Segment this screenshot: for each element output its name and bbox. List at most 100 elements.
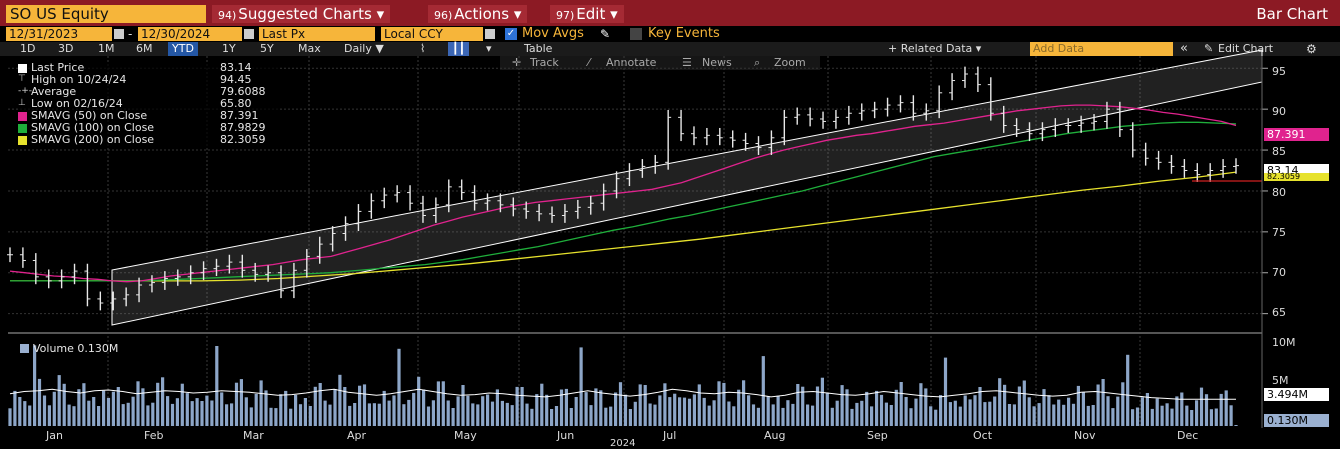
pencil-icon[interactable]: ✎	[1204, 42, 1214, 55]
volume-bar	[747, 395, 751, 426]
chart-type-dropdown-icon[interactable]: ▾	[486, 42, 492, 55]
price-bar	[329, 226, 336, 252]
dropdown-arrow-icon[interactable]	[485, 29, 495, 39]
volume-bar	[806, 404, 810, 426]
volume-bar	[486, 394, 490, 426]
price-bar	[226, 254, 233, 274]
period-max[interactable]: Max	[298, 42, 321, 55]
price-bar	[807, 107, 814, 127]
period-5y[interactable]: 5Y	[260, 42, 274, 55]
price-bar	[445, 179, 452, 213]
add-data-input[interactable]: Add Data	[1030, 42, 1173, 56]
volume-bar	[328, 404, 332, 426]
volume-bar	[72, 406, 76, 426]
volume-bar	[264, 390, 268, 426]
currency-selector[interactable]: Local CCY	[381, 27, 483, 41]
suggested-charts-menu[interactable]: 94) Suggested Charts ▾	[212, 5, 391, 23]
volume-bar	[362, 384, 367, 426]
track-tool[interactable]: Track	[530, 56, 559, 69]
mov-avgs-label[interactable]: Mov Avgs	[522, 26, 584, 41]
volume-bar	[397, 348, 401, 426]
actions-menu[interactable]: 96) Actions ▾	[428, 5, 528, 23]
volume-bar	[323, 400, 327, 426]
price-bar	[58, 269, 65, 289]
volume-tick-label: 5M	[1272, 374, 1289, 387]
period-ytd[interactable]: YTD	[168, 42, 198, 56]
price-bar	[871, 101, 878, 119]
settings-gear-icon[interactable]: ⚙	[1306, 42, 1317, 56]
volume-bar	[161, 377, 165, 426]
volume-bar	[294, 394, 298, 426]
news-icon[interactable]: ☰	[682, 56, 692, 69]
volume-bar	[1121, 382, 1125, 426]
volume-bar	[1071, 403, 1076, 426]
frequency-selector[interactable]: Daily ▼	[344, 42, 384, 55]
key-events-checkbox[interactable]	[630, 28, 642, 40]
period-6m[interactable]: 6M	[136, 42, 153, 55]
table-button[interactable]: Table	[524, 42, 553, 55]
volume-bar	[441, 381, 445, 426]
crosshair-icon[interactable]: ✛	[512, 56, 522, 69]
key-events-label[interactable]: Key Events	[648, 26, 720, 41]
collapse-icon[interactable]: «	[1180, 41, 1188, 56]
volume-bar	[1091, 405, 1095, 426]
volume-bar	[781, 407, 785, 426]
high-marker-icon: ⊤	[18, 74, 26, 84]
related-data-menu[interactable]: + Related Data ▾	[888, 42, 982, 55]
line-chart-icon[interactable]: ⌇	[420, 42, 426, 55]
volume-bar	[658, 395, 662, 426]
price-bar	[923, 103, 930, 121]
volume-bar	[215, 346, 219, 426]
annotate-pen-icon[interactable]: ⁄	[588, 56, 590, 69]
start-date-field[interactable]: 12/31/2023	[6, 27, 112, 41]
annotate-tool[interactable]: Annotate	[606, 56, 657, 69]
period-1d[interactable]: 1D	[20, 42, 36, 55]
period-1y[interactable]: 1Y	[222, 42, 236, 55]
legend-swatch	[18, 124, 27, 133]
volume-bar	[1204, 394, 1209, 426]
mov-avgs-checkbox[interactable]: ✓	[505, 28, 517, 40]
zoom-search-icon[interactable]: ⌕	[754, 56, 761, 69]
price-bar	[639, 159, 646, 178]
volume-bar	[42, 395, 47, 426]
period-3d[interactable]: 3D	[58, 42, 74, 55]
price-bar	[1181, 159, 1188, 178]
calendar-icon[interactable]	[114, 29, 124, 39]
pencil-icon[interactable]: ✎	[600, 27, 611, 41]
edit-menu[interactable]: 97) Edit ▾	[550, 5, 624, 23]
volume-bar	[205, 395, 209, 426]
volume-bar	[1062, 404, 1066, 426]
calendar-icon[interactable]	[244, 29, 254, 39]
price-bar	[290, 262, 297, 299]
volume-bar	[811, 405, 815, 426]
legend-row-last-price: Last Price 83.14	[18, 62, 280, 74]
volume-bar	[308, 406, 312, 426]
period-1m[interactable]: 1M	[98, 42, 115, 55]
price-bar	[523, 201, 530, 219]
legend-value: 83.14	[220, 61, 252, 74]
bar-chart-icon[interactable]: ┃┃	[448, 42, 470, 56]
volume-bar	[998, 378, 1002, 426]
edit-chart-button[interactable]: Edit Chart	[1218, 42, 1274, 55]
price-bar	[794, 107, 801, 125]
zoom-tool[interactable]: Zoom	[774, 56, 806, 69]
volume-bar	[850, 408, 854, 426]
price-bar	[97, 291, 104, 311]
volume-bar	[471, 403, 475, 426]
end-date-field[interactable]: 12/30/2024	[138, 27, 242, 41]
legend-name: SMAVG (50) on Close	[31, 109, 148, 122]
volume-bar	[97, 406, 101, 426]
volume-bar	[919, 383, 923, 426]
price-bar	[858, 103, 865, 121]
volume-bar	[899, 382, 903, 426]
volume-bar	[28, 405, 32, 426]
volume-bar	[121, 404, 125, 426]
volume-bar	[963, 395, 967, 426]
volume-bar	[535, 394, 539, 426]
ticker-field[interactable]: SO US Equity	[6, 5, 206, 23]
legend-name: High on 10/24/24	[31, 73, 127, 86]
field-selector[interactable]: Last Px	[259, 27, 375, 41]
volume-bar	[175, 398, 179, 426]
price-legend: Last Price 83.14 ⊤ High on 10/24/24 94.45 -…	[18, 62, 280, 146]
